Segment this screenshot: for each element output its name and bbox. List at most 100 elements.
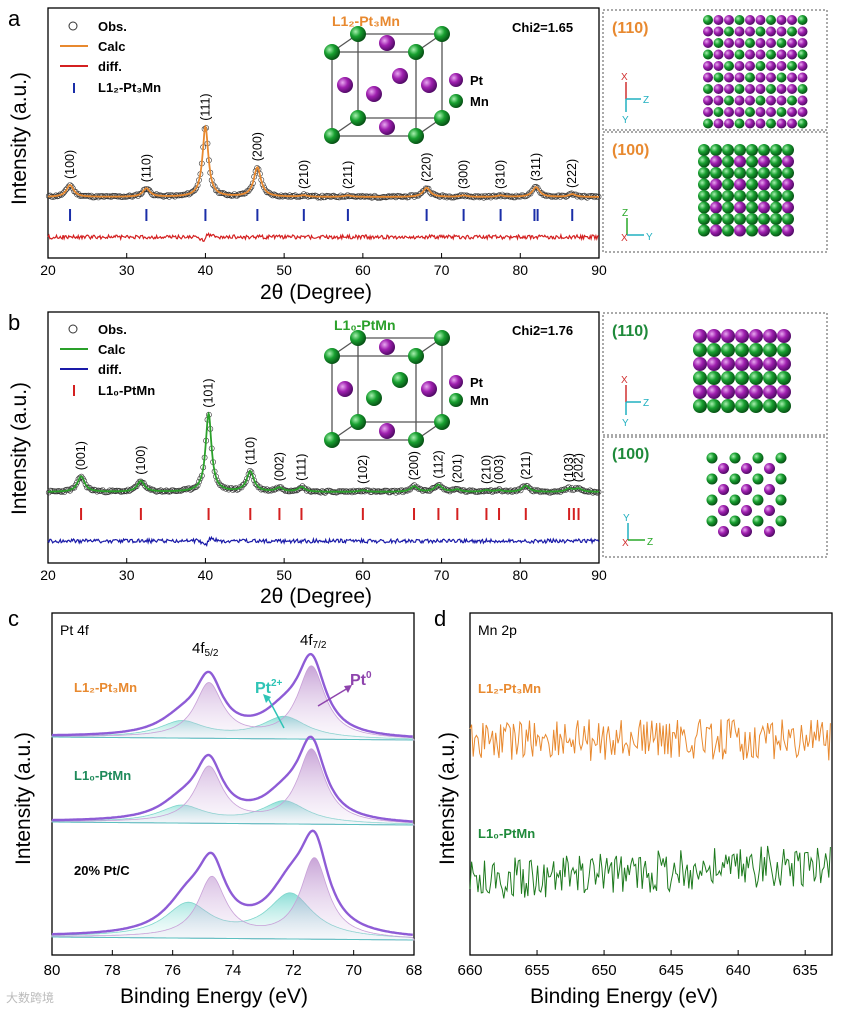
hkl-label: (202) — [572, 453, 586, 482]
sample-label-c3: 20% Pt/C — [74, 863, 130, 878]
legend-diff-a: diff. — [98, 59, 122, 74]
mn-atom — [782, 167, 794, 179]
legend-pt-atom-b — [449, 375, 463, 389]
pt-atom — [797, 95, 808, 106]
hkl-label: (101) — [202, 378, 216, 407]
mn-atom — [722, 178, 734, 191]
mn-atom — [713, 38, 724, 48]
obs-point — [451, 194, 457, 201]
pt-atom — [787, 107, 797, 117]
x-tick-label: 72 — [285, 962, 302, 979]
pt-atom — [713, 84, 724, 94]
mn-atom — [434, 414, 450, 430]
pt-atom — [703, 107, 713, 117]
mn-atom — [749, 399, 763, 413]
mn-atom — [746, 144, 758, 156]
obs-point — [82, 481, 89, 488]
mn-atom — [408, 128, 424, 144]
pt-atom — [718, 526, 729, 537]
obs-point — [130, 484, 137, 491]
mn-atom — [724, 26, 734, 37]
svg-text:Y: Y — [622, 115, 629, 126]
pt-atom — [745, 95, 755, 106]
obs-point — [67, 182, 73, 188]
x-tick-label: 68 — [406, 962, 423, 979]
obs-point — [449, 194, 456, 201]
chi2-label-a: Chi2=1.65 — [512, 20, 573, 35]
mn-atom — [758, 144, 770, 156]
pt-atom — [707, 385, 721, 399]
obs-point — [71, 484, 78, 491]
pt-atom — [758, 224, 770, 237]
pt-atom — [755, 38, 766, 48]
svg-text:Y: Y — [623, 513, 630, 524]
pt-atom — [421, 77, 437, 93]
mn-atom — [787, 26, 797, 37]
mn-atom — [722, 190, 734, 202]
mn-atom — [706, 452, 718, 464]
mn-atom — [775, 515, 787, 527]
sample-label-d2: L1₀-PtMn — [478, 826, 535, 841]
mn-atom — [722, 144, 734, 156]
mn-atom — [777, 371, 791, 385]
hkl-label: (100) — [63, 150, 77, 179]
mn-atom — [770, 201, 782, 214]
pt-atom — [782, 155, 794, 168]
obs-point — [317, 489, 324, 496]
mn-atom — [722, 155, 734, 168]
pt-atom — [758, 178, 770, 191]
pt-atom — [734, 72, 745, 83]
x-tick-label: 60 — [355, 262, 371, 278]
mn-atom — [408, 44, 424, 60]
mn-atom — [763, 343, 777, 357]
mn-atom — [734, 84, 745, 94]
calc-line — [48, 124, 599, 198]
view-box-a-100 — [602, 131, 828, 253]
x-tick-label: 40 — [198, 567, 214, 583]
x-tick-label: 30 — [119, 262, 135, 278]
pt-atom — [749, 385, 763, 399]
pt-atom — [710, 201, 722, 214]
pt-atom — [703, 38, 713, 48]
pt-atom — [745, 118, 755, 129]
pt-atom — [787, 72, 797, 83]
mn-atom — [755, 61, 766, 71]
obs-point — [60, 190, 66, 197]
legend-pt-label-a: Pt — [470, 73, 484, 88]
mn-atom — [710, 144, 722, 156]
mn-atom — [698, 190, 710, 202]
mn-atom — [758, 167, 770, 179]
x-tick-label: 635 — [793, 962, 818, 979]
pt0-component — [51, 665, 415, 741]
pt-atom — [776, 61, 787, 71]
pt-atom — [797, 107, 808, 117]
mn-atom — [782, 190, 794, 202]
pt-atom — [713, 49, 724, 60]
view-box-b-110 — [602, 312, 828, 436]
pt-atom — [379, 339, 395, 355]
xrd-chart-a: (100) (110) (111) (200) (210) (211) (220) (300)… — [40, 93, 607, 278]
obs-point — [489, 488, 496, 495]
pt-atom — [745, 49, 755, 60]
obs-point — [519, 484, 525, 491]
mn-atom — [766, 118, 776, 129]
mn-atom — [752, 473, 764, 485]
hkl-label: (002) — [272, 452, 286, 481]
mn-atom — [734, 144, 746, 156]
pt-atom — [735, 385, 749, 399]
legend-pt-label-b: Pt — [470, 375, 484, 390]
hkl-label: (103) — [562, 453, 576, 482]
legend-obs-a: Obs. — [98, 19, 127, 34]
x-tick-label: 76 — [164, 962, 181, 979]
mn-atom — [703, 118, 713, 129]
mn-atom — [734, 118, 745, 129]
pt-atom — [703, 26, 713, 37]
mn-atom — [735, 399, 749, 413]
pt-atom — [745, 15, 755, 25]
x-tick-label: 70 — [434, 262, 450, 278]
mn-atom — [734, 49, 745, 60]
mn-atom — [752, 515, 764, 527]
y-axis-label-a: Intensity (a.u.) — [8, 72, 31, 205]
obs-point — [529, 188, 535, 194]
pt-atom — [710, 224, 722, 237]
